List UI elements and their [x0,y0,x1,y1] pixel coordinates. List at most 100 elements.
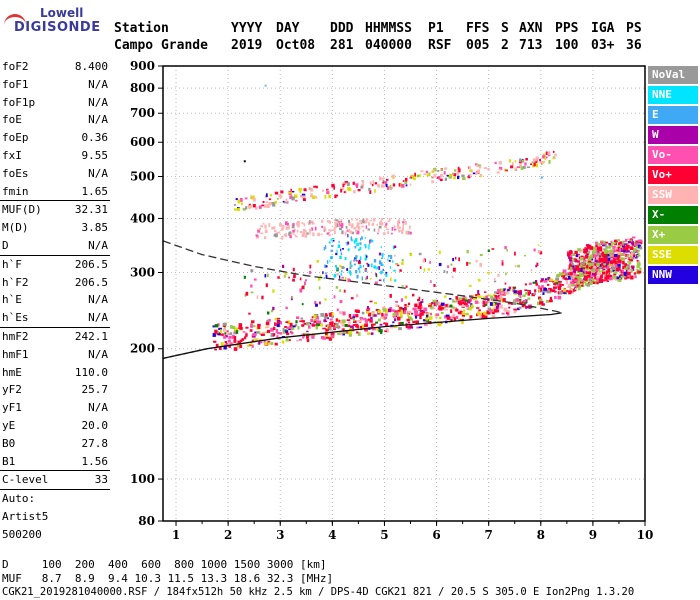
echo-point [352,314,356,318]
echo-point [229,332,233,335]
echo-point [380,262,383,266]
echo-point [278,321,282,325]
echo-point [472,172,476,175]
echo-point [489,302,493,306]
echo-point [258,228,262,230]
echo-point [479,312,484,317]
echo-point [635,245,638,249]
echo-point [412,177,416,181]
echo-point [636,268,639,272]
echo-point [267,340,271,343]
parameter-panel: foF2 8.400 foF1 N/A foF1p N/A foE N/A foEp 0.36 fx… [0,58,110,544]
param-name: MUF(D) [2,203,42,217]
echo-point [487,271,491,274]
x-tick-label: 8 [537,528,545,542]
echo-point [268,319,271,322]
echo-point [377,232,379,235]
echo-point [413,310,418,314]
echo-point [586,244,590,248]
echo-point [251,344,254,348]
echo-point [432,307,436,310]
echo-point [636,259,639,262]
echo-point [343,289,346,293]
param-row-hme: hmE 110.0 [0,364,110,382]
echo-point [299,230,303,233]
echo-point [458,297,463,300]
echo-point [341,328,344,331]
echo-point [596,272,600,275]
x-tick-label: 1 [172,528,180,542]
echo-point [329,312,332,317]
echo-point [228,336,232,338]
echo-point [382,181,384,184]
echo-point [397,226,400,229]
echo-point [578,265,582,270]
echo-point [333,185,335,190]
echo-point [355,218,358,221]
param-name: D [2,238,9,252]
echo-point [426,319,430,323]
param-row-h-es: h`Es N/A [0,309,110,327]
echo-point [327,189,330,192]
echo-point [285,198,288,203]
echo-point [284,326,288,328]
echo-point [387,220,391,222]
echo-point [273,233,277,237]
echo-point [272,306,275,311]
echo-point [387,231,389,235]
hdr-pps-label: PPS [555,21,579,36]
echo-point [610,249,614,254]
param-row-h-f2: h`F2 206.5 [0,274,110,292]
echo-point [521,304,525,308]
echo-point [321,225,324,228]
echo-point [569,263,572,266]
echo-point [612,264,615,268]
isolated-echo [243,160,246,163]
echo-point [606,265,610,270]
echo-point [301,324,305,327]
echo-point [225,334,228,338]
echo-point [382,308,386,312]
echo-point [585,276,588,279]
profile-curves [162,240,562,360]
echo-point [324,272,327,275]
echo-point [458,302,462,306]
echo-point [517,264,520,268]
echo-point [416,314,421,316]
logo-line1: Lowell [40,6,84,20]
echo-point [611,256,615,258]
echo-point [236,344,240,348]
echo-point [401,232,404,234]
echo-point [256,295,259,299]
param-separator [0,200,110,202]
param-value: N/A [88,77,108,91]
echo-point [289,195,293,200]
echo-point [352,324,355,327]
echo-point [270,327,274,332]
echo-point [440,307,445,310]
echo-point [296,316,300,319]
echo-point [613,242,616,245]
echo-point [458,318,461,322]
echo-point [631,256,635,260]
echo-point [499,295,503,299]
echo-point [312,195,315,199]
echo-point [537,301,541,306]
echo-point [364,323,368,327]
echo-point [347,234,349,238]
echo-point [360,185,364,189]
echo-point [593,269,596,273]
echo-point [344,277,347,281]
echo-point [570,269,573,273]
echo-point [381,255,384,258]
echo-point [303,223,306,227]
echo-point [517,298,522,301]
echo-point [580,257,583,261]
echo-point [355,183,359,187]
param-value: 27.8 [81,436,109,450]
echo-point [544,156,548,159]
echo-point [602,267,605,270]
echo-point [347,321,351,324]
echo-point [538,289,541,293]
echo-point [494,161,497,165]
